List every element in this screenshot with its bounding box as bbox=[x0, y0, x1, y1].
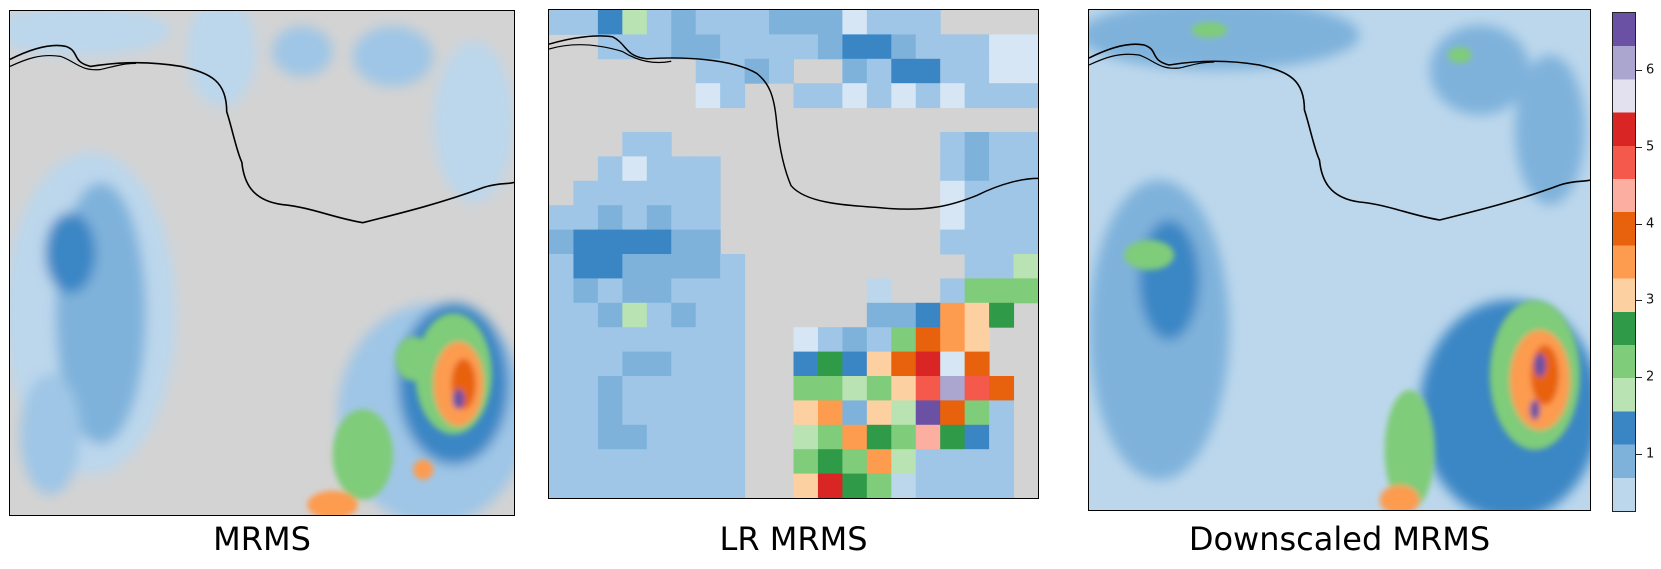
colorbar-tick bbox=[1636, 377, 1642, 379]
lr-mrms-map bbox=[549, 10, 1038, 498]
colorbar bbox=[1612, 12, 1636, 512]
mrms-map-panel bbox=[9, 10, 515, 516]
colorbar-tick-label: 1 bbox=[1646, 446, 1655, 462]
colorbar-tick-label: 6 bbox=[1646, 62, 1655, 78]
downscaled-mrms-map bbox=[1089, 10, 1590, 510]
colorbar-tick-label: 2 bbox=[1646, 369, 1655, 385]
lr-mrms-title: LR MRMS bbox=[719, 520, 868, 558]
colorbar-tick bbox=[1636, 146, 1642, 148]
colorbar-tick-label: 5 bbox=[1646, 139, 1655, 155]
colorbar-tick bbox=[1636, 454, 1642, 456]
downscaled-mrms-map-panel bbox=[1088, 9, 1591, 511]
downscaled-mrms-title: Downscaled MRMS bbox=[1188, 520, 1491, 558]
colorbar-tick-label: 4 bbox=[1646, 216, 1655, 232]
mrms-title: MRMS bbox=[213, 520, 311, 558]
mrms-map bbox=[10, 11, 514, 515]
colorbar-tick-label: 3 bbox=[1646, 292, 1655, 308]
colorbar-tick bbox=[1636, 69, 1642, 71]
colorbar-tick bbox=[1636, 300, 1642, 302]
colorbar-tick bbox=[1636, 223, 1642, 225]
lr-mrms-map-panel bbox=[548, 9, 1039, 499]
